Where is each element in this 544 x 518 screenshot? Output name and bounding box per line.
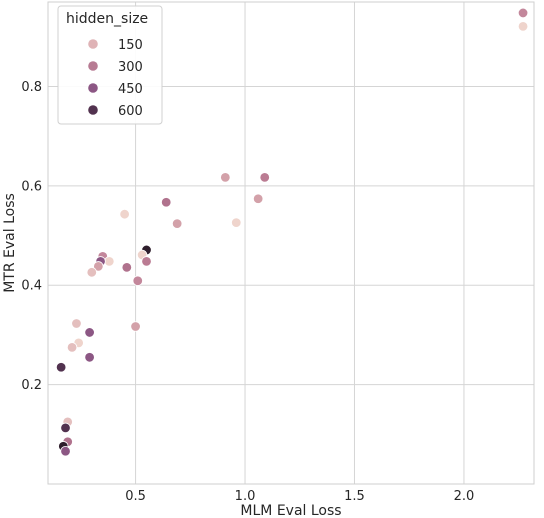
scatter-point <box>119 208 130 220</box>
legend-label: 300 <box>118 60 143 75</box>
legend-entries: 150 300 450 600 <box>88 38 143 119</box>
scatter-point <box>132 275 143 286</box>
legend-marker <box>88 61 98 71</box>
legend-box <box>57 5 163 125</box>
scatter-point <box>141 256 152 267</box>
legend-label: 450 <box>118 82 143 97</box>
legend-label: 600 <box>118 104 143 119</box>
scatter-point <box>71 318 82 329</box>
scatter-point <box>171 218 183 229</box>
scatter-point <box>252 193 264 204</box>
y-tick-label: 0.2 <box>21 378 42 393</box>
scatter-point <box>220 172 231 183</box>
legend-marker <box>88 39 98 49</box>
scatter-point <box>517 7 529 19</box>
x-tick-label: 0.5 <box>125 489 146 504</box>
scatter-point <box>84 327 95 338</box>
legend: hidden_size 150 300 450 600 <box>57 5 163 125</box>
scatter-point <box>86 267 97 278</box>
x-tick-label: 2.0 <box>454 489 475 504</box>
scatter-point <box>60 422 71 434</box>
legend-label: 150 <box>118 38 143 53</box>
legend-title: hidden_size <box>66 11 148 27</box>
legend-marker <box>88 105 98 115</box>
x-axis-label: MLM Eval Loss <box>240 503 341 518</box>
scatter-point <box>60 446 71 457</box>
y-grid-lines <box>48 85 534 386</box>
scatter-point <box>130 321 141 332</box>
scatter-point <box>66 342 78 353</box>
data-points <box>55 7 529 457</box>
x-tick-label: 1.5 <box>344 489 365 504</box>
y-axis-label: MTR Eval Loss <box>2 193 18 293</box>
x-grid-lines <box>135 2 465 484</box>
scatter-point <box>161 197 172 208</box>
y-tick-labels: 0.2 0.4 0.6 0.8 <box>21 80 42 393</box>
scatter-point <box>231 217 242 228</box>
scatter-point <box>121 262 133 273</box>
x-tick-labels: 0.5 1.0 1.5 2.0 <box>125 489 474 504</box>
scatter-point <box>84 352 95 363</box>
y-tick-label: 0.4 <box>21 279 42 294</box>
plot-area-frame <box>47 1 535 485</box>
scatter-point <box>259 172 270 183</box>
y-tick-label: 0.6 <box>21 179 42 194</box>
x-tick-label: 1.0 <box>235 489 256 504</box>
scatter-point <box>104 256 115 267</box>
scatter-point <box>517 21 529 32</box>
scatter-point <box>93 261 104 272</box>
legend-marker <box>88 83 98 93</box>
y-tick-label: 0.8 <box>21 80 42 95</box>
scatter-point <box>55 362 67 373</box>
